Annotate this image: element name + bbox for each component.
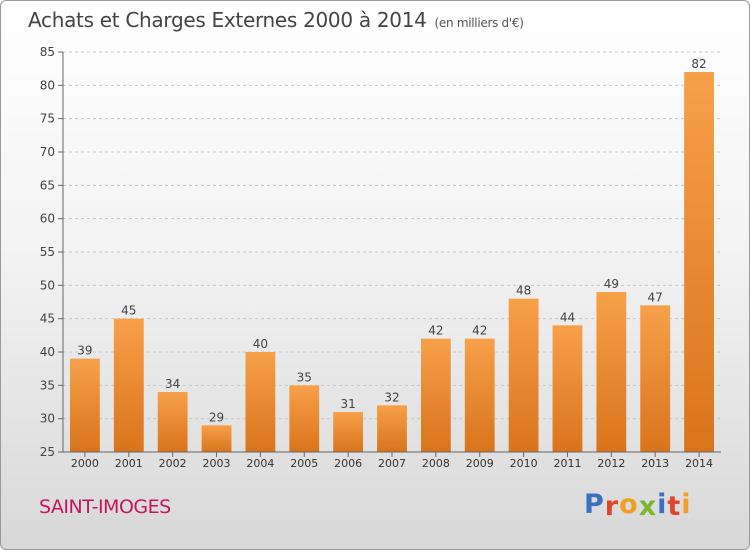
x-tick-label-2012: 2012 — [597, 457, 625, 470]
y-tick-label: 25 — [40, 445, 55, 459]
bar-2008 — [420, 338, 451, 452]
value-label-2001: 45 — [121, 304, 136, 318]
chart-subtitle: (en milliers d'€) — [434, 16, 524, 30]
value-label-2010: 48 — [516, 284, 531, 298]
bars — [70, 72, 714, 452]
bar-2001 — [113, 318, 144, 452]
value-label-2011: 44 — [560, 310, 575, 324]
bar-2006 — [333, 412, 364, 452]
bar-2014 — [684, 72, 714, 452]
y-tick-label: 35 — [40, 378, 55, 392]
logo-letter: i — [657, 489, 668, 520]
y-tick-label: 85 — [40, 45, 55, 59]
bar-2003 — [201, 425, 232, 452]
y-tick-label: 45 — [40, 312, 55, 326]
y-tick-label: 70 — [40, 145, 55, 159]
y-tick-label: 50 — [40, 278, 55, 292]
logo-letter: P — [584, 489, 605, 520]
x-tick-label-2006: 2006 — [334, 457, 362, 470]
y-tick-label: 60 — [40, 212, 55, 226]
x-tick-label-2011: 2011 — [553, 457, 581, 470]
y-tick-label: 75 — [40, 112, 55, 126]
bar-2012 — [596, 292, 627, 452]
value-label-2005: 35 — [297, 370, 312, 384]
x-tick-label-2002: 2002 — [159, 457, 187, 470]
y-axis: 25 30 35 40 45 50 55 60 65 70 75 80 85 — [40, 45, 64, 459]
value-label-2013: 47 — [648, 290, 663, 304]
logo-letter: x — [638, 491, 658, 522]
logo-letter: r — [604, 491, 620, 522]
bar-2000 — [70, 358, 100, 452]
bar-2013 — [640, 305, 671, 452]
x-tick-label-2008: 2008 — [422, 457, 450, 470]
bar-2010 — [508, 298, 539, 452]
value-label-2002: 34 — [165, 377, 180, 391]
x-tick-label-2007: 2007 — [378, 457, 406, 470]
x-tick-label-2003: 2003 — [203, 457, 231, 470]
y-tick-label: 40 — [40, 345, 55, 359]
x-tick-label-2013: 2013 — [641, 457, 669, 470]
value-label-2012: 49 — [604, 277, 619, 291]
value-label-2004: 40 — [253, 337, 268, 351]
bar-2007 — [377, 405, 407, 452]
y-tick-label: 30 — [40, 412, 55, 426]
x-tick-label-2014: 2014 — [685, 457, 713, 470]
logo-letter: i — [681, 489, 692, 520]
value-label-2008: 42 — [428, 324, 443, 338]
x-axis: 2000 2001 2002 2003 2004 2005 2006 2007 2008 2009… — [63, 451, 721, 470]
bar-2002 — [157, 392, 188, 452]
value-label-2009: 42 — [472, 324, 487, 338]
value-label-2000: 39 — [77, 344, 92, 358]
title-text: Achats et Charges Externes 2000 à 2014 — [28, 8, 427, 32]
bar-2005 — [289, 385, 320, 452]
y-tick-label: 65 — [40, 178, 55, 192]
chart-title: Achats et Charges Externes 2000 à 2014 (e… — [28, 8, 524, 32]
place-name: SAINT-IMOGES — [39, 496, 171, 518]
value-label-2003: 29 — [209, 410, 224, 424]
logo-letter: o — [619, 489, 639, 520]
value-label-2006: 31 — [340, 397, 355, 411]
proxiti-logo: Proxiti — [584, 489, 692, 522]
x-tick-label-2010: 2010 — [510, 457, 538, 470]
value-labels: 39 45 34 29 40 35 31 32 42 42 48 44 49 47 82 — [77, 57, 706, 424]
y-tick-label: 55 — [40, 245, 55, 259]
bar-2004 — [245, 352, 276, 452]
value-label-2014: 82 — [691, 57, 706, 71]
bar-2009 — [464, 338, 495, 452]
x-tick-label-2004: 2004 — [246, 457, 274, 470]
x-tick-label-2005: 2005 — [290, 457, 318, 470]
value-label-2007: 32 — [384, 390, 399, 404]
y-tick-label: 80 — [40, 78, 55, 92]
bar-2011 — [552, 325, 583, 452]
x-tick-label-2009: 2009 — [466, 457, 494, 470]
x-tick-label-2000: 2000 — [71, 457, 99, 470]
x-tick-label-2001: 2001 — [115, 457, 143, 470]
logo-letter: t — [667, 491, 682, 522]
